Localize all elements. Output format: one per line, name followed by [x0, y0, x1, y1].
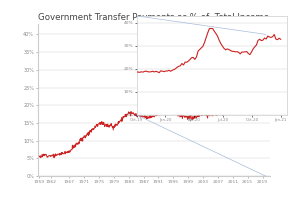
Title: Government Transfer Payments as % of  Total Income: Government Transfer Payments as % of Tot…: [38, 13, 269, 22]
